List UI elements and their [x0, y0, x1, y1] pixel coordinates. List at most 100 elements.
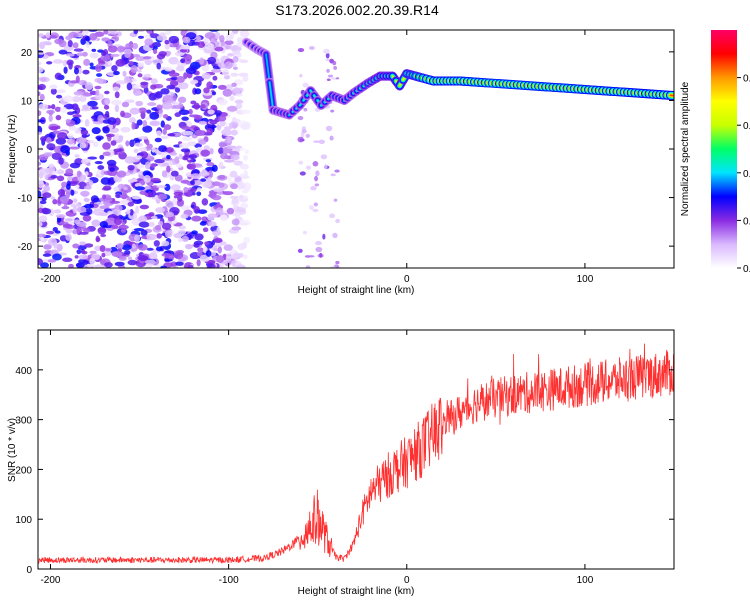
spectrogram-noise-cell: [126, 209, 131, 215]
spectrogram-noise-cell: [79, 241, 86, 246]
spectrogram-noise-cell: [76, 206, 87, 213]
spectrogram-x-axis-label: Height of straight line (km): [298, 285, 415, 296]
spectrogram-noise-cell: [106, 169, 118, 177]
spectrogram-noise-cell: [38, 83, 46, 91]
spectrogram-noise-cell: [80, 129, 89, 135]
spectrogram-noise-cell: [58, 221, 69, 225]
spectrogram-noise-cell: [58, 49, 68, 55]
spectrogram-noise-cell: [91, 106, 99, 110]
spectrogram-noise-cell: [190, 187, 197, 193]
spectrogram-noise-cell: [218, 141, 226, 148]
spectrogram-noise-cell: [121, 101, 130, 108]
spectrogram-noise-cell: [69, 162, 81, 169]
spectrogram-noise-cell: [131, 121, 136, 130]
spectrogram-noise-cell: [128, 60, 134, 66]
spectrogram-noise-cell: [38, 91, 41, 96]
spectrogram-noise-cell: [240, 122, 251, 131]
spectrogram-noise-cell: [133, 88, 141, 97]
spectrogram-noise-cell: [125, 43, 134, 49]
spectrogram-noise-cell: [107, 117, 117, 125]
spectrogram-noise-cell: [115, 193, 121, 199]
spectrogram-noise-cell: [65, 228, 73, 234]
colorbar-tick-label: 0.8: [743, 74, 750, 85]
spectrogram-noise-cell: [165, 147, 174, 153]
spectrogram-noise-cell: [128, 179, 135, 183]
spectrogram-noise-cell: [226, 255, 237, 259]
spectrogram-noise-cell: [194, 233, 204, 241]
spectrogram-noise-cell: [156, 62, 162, 70]
spectrogram-noise-cell: [110, 140, 117, 146]
spectrogram-noise-cell: [304, 255, 311, 258]
spectrogram-noise-cell: [232, 66, 238, 70]
spectrogram-noise-cell: [230, 72, 239, 77]
spectrogram-noise-cell: [40, 236, 45, 242]
spectrogram-noise-cell: [156, 185, 167, 189]
spectrogram-noise-cell: [96, 73, 103, 77]
spectrogram-noise-cell: [178, 225, 186, 230]
spectrogram-noise-cell: [223, 244, 233, 251]
spectrogram-noise-cell: [121, 244, 132, 251]
spectrogram-noise-cell: [103, 104, 110, 110]
spectrogram-noise-cell: [178, 153, 183, 160]
spectrogram-noise-cell: [216, 255, 225, 264]
spectrogram-noise-cell: [67, 39, 73, 48]
spectrogram-noise-cell: [211, 194, 222, 201]
spectrogram-noise-cell: [152, 58, 164, 66]
spectrogram-noise-cell: [113, 148, 124, 153]
spectrogram-noise-cell: [78, 254, 89, 260]
spectrogram-noise-cell: [102, 185, 112, 191]
spectrogram-noise-cell: [137, 243, 148, 251]
spectrogram-noise-cell: [70, 203, 81, 208]
spectrogram-noise-cell: [201, 216, 208, 222]
spectrogram-noise-cell: [41, 207, 49, 215]
colorbar-tick-label: 0.4: [743, 169, 750, 180]
spectrogram-noise-cell: [71, 96, 82, 103]
spectrogram-noise-cell: [52, 130, 60, 135]
spectrogram-y-tick-label: 0: [26, 145, 32, 156]
spectrogram-noise-cell: [181, 136, 193, 141]
spectrogram-noise-cell: [207, 109, 215, 115]
snr-y-tick-label: 0: [26, 565, 32, 576]
spectrogram-noise-cell: [309, 46, 315, 50]
spectrogram-noise-cell: [56, 243, 63, 252]
spectrogram-noise-cell: [38, 171, 44, 179]
spectrogram-noise-cell: [329, 213, 336, 219]
spectrogram-noise-cell: [297, 116, 304, 121]
spectrogram-noise-cell: [297, 48, 305, 53]
colorbar-tick-label: 0.0: [743, 264, 750, 275]
spectrogram-noise-cell: [115, 58, 126, 67]
spectrogram-noise-cell: [239, 30, 250, 38]
spectrogram-noise-cell: [172, 198, 178, 207]
spectrogram-noise-cell: [156, 130, 162, 136]
spectrogram-noise-cell: [66, 59, 74, 66]
spectrogram-noise-cell: [76, 249, 82, 255]
spectrogram-noise-cell: [102, 142, 111, 150]
spectrogram-noise-cell: [118, 224, 129, 230]
spectrogram-noise-cell: [90, 195, 99, 203]
spectrogram-noise-cell: [185, 67, 197, 75]
spectrogram-noise-cell: [145, 259, 156, 265]
spectrogram-noise-cell: [179, 142, 190, 149]
spectrogram-noise-cell: [38, 66, 44, 74]
spectrogram-noise-cell: [239, 147, 246, 152]
spectrogram-noise-cell: [200, 178, 207, 182]
spectrogram-noise-cell: [170, 170, 179, 177]
spectrogram-noise-cell: [38, 161, 42, 166]
spectrogram-noise-cell: [169, 152, 178, 156]
spectrogram-noise-cell: [112, 86, 120, 92]
spectrogram-noise-cell: [212, 75, 218, 81]
spectrogram-noise-cell: [205, 159, 212, 163]
spectrogram-noise-cell: [135, 100, 144, 107]
spectrogram-noise-cell: [118, 255, 127, 261]
spectrogram-noise-cell: [165, 211, 175, 218]
spectrogram-noise-cell: [52, 253, 62, 261]
spectrogram-noise-cell: [78, 79, 88, 86]
snr-y-tick-label: 300: [15, 416, 32, 427]
spectrogram-noise-cell: [133, 84, 141, 89]
spectrogram-noise-cell: [203, 37, 209, 45]
spectrogram-noise-cell: [101, 252, 106, 258]
spectrogram-noise-cell: [244, 149, 250, 155]
spectrogram-noise-cell: [175, 261, 184, 266]
spectrogram-noise-cell: [299, 74, 303, 78]
spectrogram-noise-cell: [315, 170, 320, 177]
